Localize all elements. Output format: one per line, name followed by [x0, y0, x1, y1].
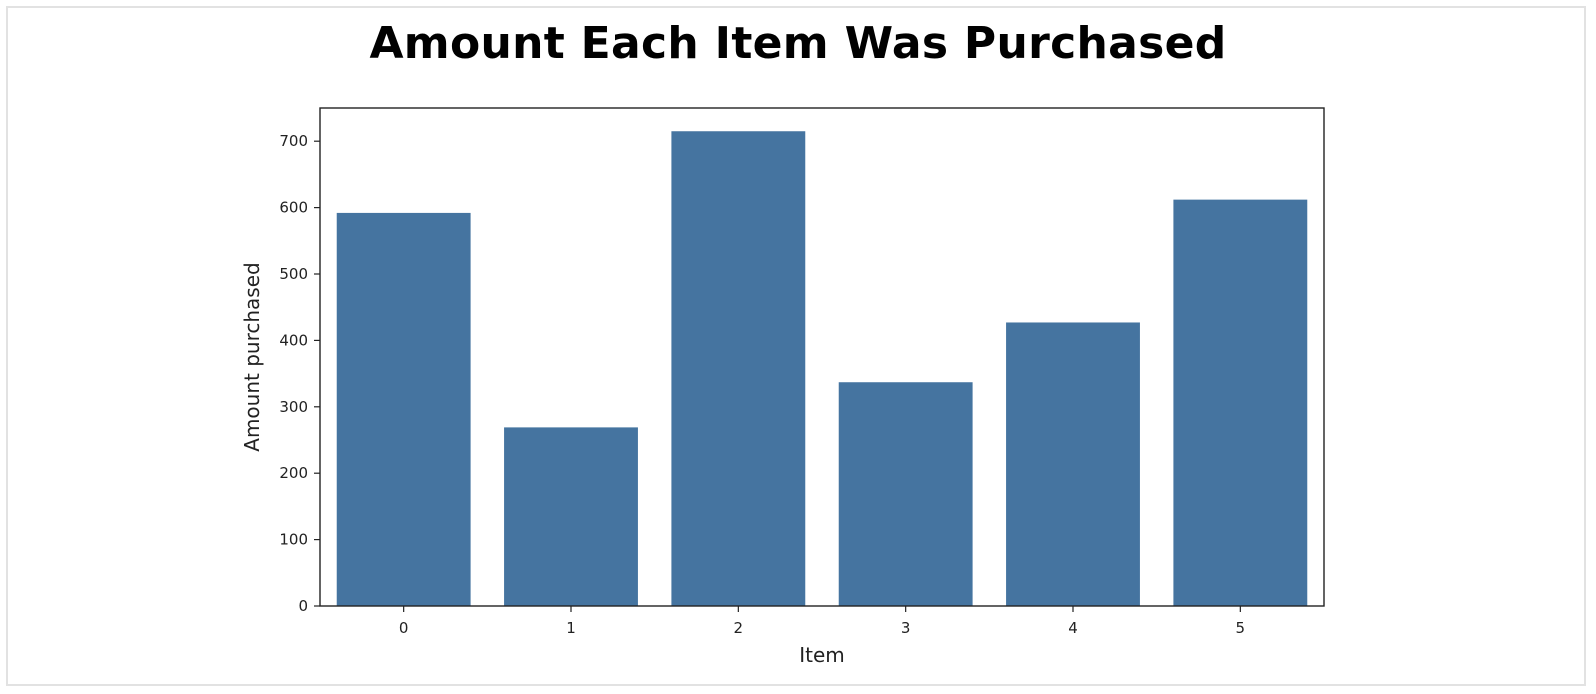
- y-tick-label: 300: [279, 398, 308, 416]
- x-tick-label: 0: [399, 619, 409, 637]
- y-tick-label: 100: [279, 531, 308, 549]
- x-tick-label: 5: [1236, 619, 1246, 637]
- bar-item-0: [336, 212, 471, 607]
- bar-item-2: [671, 131, 806, 607]
- x-tick-label: 1: [566, 619, 576, 637]
- y-tick-label: 600: [279, 199, 308, 217]
- x-tick-label: 4: [1068, 619, 1078, 637]
- y-tick-label: 700: [279, 132, 308, 150]
- x-tick-label: 2: [734, 619, 744, 637]
- bar-group: [336, 131, 1308, 607]
- y-axis-label: Amount purchased: [240, 262, 264, 451]
- y-tick-label: 0: [298, 597, 308, 615]
- y-axis-ticks: 0 100 200 300 400 500 600 700: [279, 132, 320, 615]
- bar-item-3: [838, 382, 973, 606]
- bar-item-4: [1006, 322, 1140, 606]
- y-tick-label: 500: [279, 265, 308, 283]
- bar-item-5: [1173, 199, 1308, 606]
- x-tick-label: 3: [901, 619, 911, 637]
- x-axis-ticks: 0 1 2 3 4 5: [399, 606, 1245, 637]
- y-tick-label: 400: [279, 331, 308, 349]
- plot-area: [319, 107, 1325, 607]
- bar-item-1: [504, 427, 638, 606]
- x-axis-label: Item: [799, 643, 845, 667]
- y-tick-label: 200: [279, 464, 308, 482]
- chart-title: Amount Each Item Was Purchased: [369, 18, 1227, 69]
